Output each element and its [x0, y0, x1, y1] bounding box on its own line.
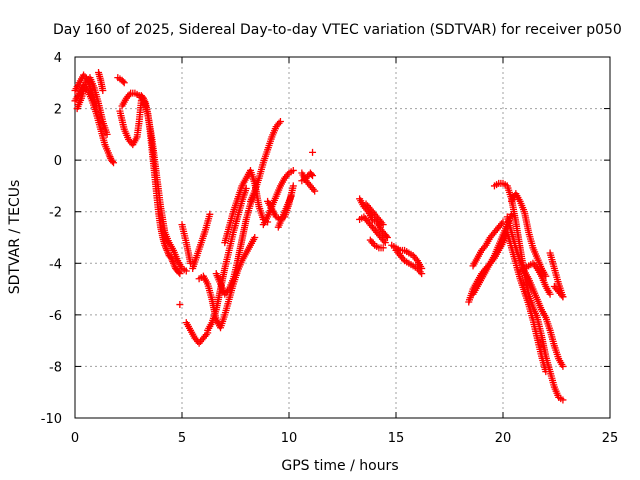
series-arc3 [71, 71, 100, 110]
series-arc23 [298, 169, 317, 185]
series-arc21 [274, 192, 295, 231]
series-arc35 [503, 213, 567, 370]
series-arc18 [246, 117, 284, 205]
data-point [379, 221, 387, 229]
y-tick-label: -8 [49, 360, 62, 375]
data-point [289, 166, 297, 174]
series-arc40 [550, 282, 567, 301]
data-point [311, 187, 319, 195]
y-tick-label: -10 [41, 412, 62, 427]
chart-title: Day 160 of 2025, Sidereal Day-to-day VTE… [53, 22, 622, 38]
x-tick-label: 15 [388, 431, 405, 446]
data-point [120, 79, 128, 87]
data-point [309, 172, 317, 180]
data-point [383, 234, 391, 241]
data-point [309, 148, 317, 156]
x-axis-label: GPS time / hours [281, 458, 398, 474]
data-point [546, 290, 554, 298]
y-tick-label: -4 [49, 257, 62, 272]
data-point [289, 182, 297, 190]
series-arc33 [469, 210, 516, 298]
x-tick-label: 0 [71, 431, 79, 446]
x-tick-label: 5 [178, 431, 186, 446]
series-arc27 [362, 200, 387, 229]
data-point [99, 87, 107, 95]
data-point [379, 244, 387, 252]
series-arc13 [189, 210, 214, 272]
series-arc15 [204, 185, 250, 334]
x-tick-label: 10 [281, 431, 298, 446]
data-point [307, 170, 315, 178]
series-arc30 [392, 246, 426, 278]
x-tick-label: 20 [495, 431, 512, 446]
series-arc28 [366, 236, 387, 252]
data-point [110, 159, 118, 167]
data-point [206, 210, 214, 218]
series-arc34 [490, 179, 567, 404]
series-arc36 [503, 228, 550, 376]
series-arc10 [178, 221, 195, 267]
series-arc9 [139, 97, 190, 275]
data-point [251, 234, 259, 241]
series-arc5 [114, 74, 128, 87]
plot-frame [74, 56, 611, 419]
x-tick-label: 25 [602, 431, 619, 446]
y-tick-label: 2 [54, 103, 62, 118]
data-point [103, 130, 111, 138]
data-point [559, 293, 567, 301]
data-point [176, 301, 184, 309]
series-arc11 [176, 301, 184, 309]
x-axis: 0 5 10 15 20 25 [71, 57, 618, 446]
data-point [559, 396, 567, 404]
series-arc29 [388, 241, 426, 272]
series-arc12 [182, 319, 212, 347]
y-axis: -10 -8 -6 -4 -2 0 2 4 [41, 51, 610, 427]
series-arc6 [116, 97, 145, 149]
data-point [108, 157, 116, 165]
series-arc24 [309, 148, 317, 156]
data-points [71, 68, 567, 404]
series-arc37 [508, 190, 550, 280]
data-point [382, 232, 390, 240]
y-tick-label: 4 [54, 51, 62, 66]
data-point [559, 362, 567, 370]
data-point [119, 77, 127, 85]
y-tick-label: -2 [49, 206, 62, 221]
data-point [92, 102, 100, 110]
y-axis-label: SDTVAR / TECUs [7, 180, 23, 295]
series-arc39 [546, 249, 567, 301]
series-arc4 [95, 68, 107, 95]
data-point [542, 368, 550, 376]
y-tick-label: 0 [54, 154, 62, 169]
series-arc38 [516, 259, 554, 298]
data-point [276, 117, 284, 125]
data-point [287, 192, 295, 200]
data-point [182, 267, 190, 275]
y-tick-label: -6 [49, 309, 62, 324]
series-arc2 [73, 74, 111, 138]
data-point [418, 270, 426, 278]
data-point [176, 270, 184, 278]
series-arc32 [469, 218, 507, 270]
data-point [175, 268, 183, 276]
series-arc26 [356, 213, 389, 247]
data-point [381, 239, 389, 247]
